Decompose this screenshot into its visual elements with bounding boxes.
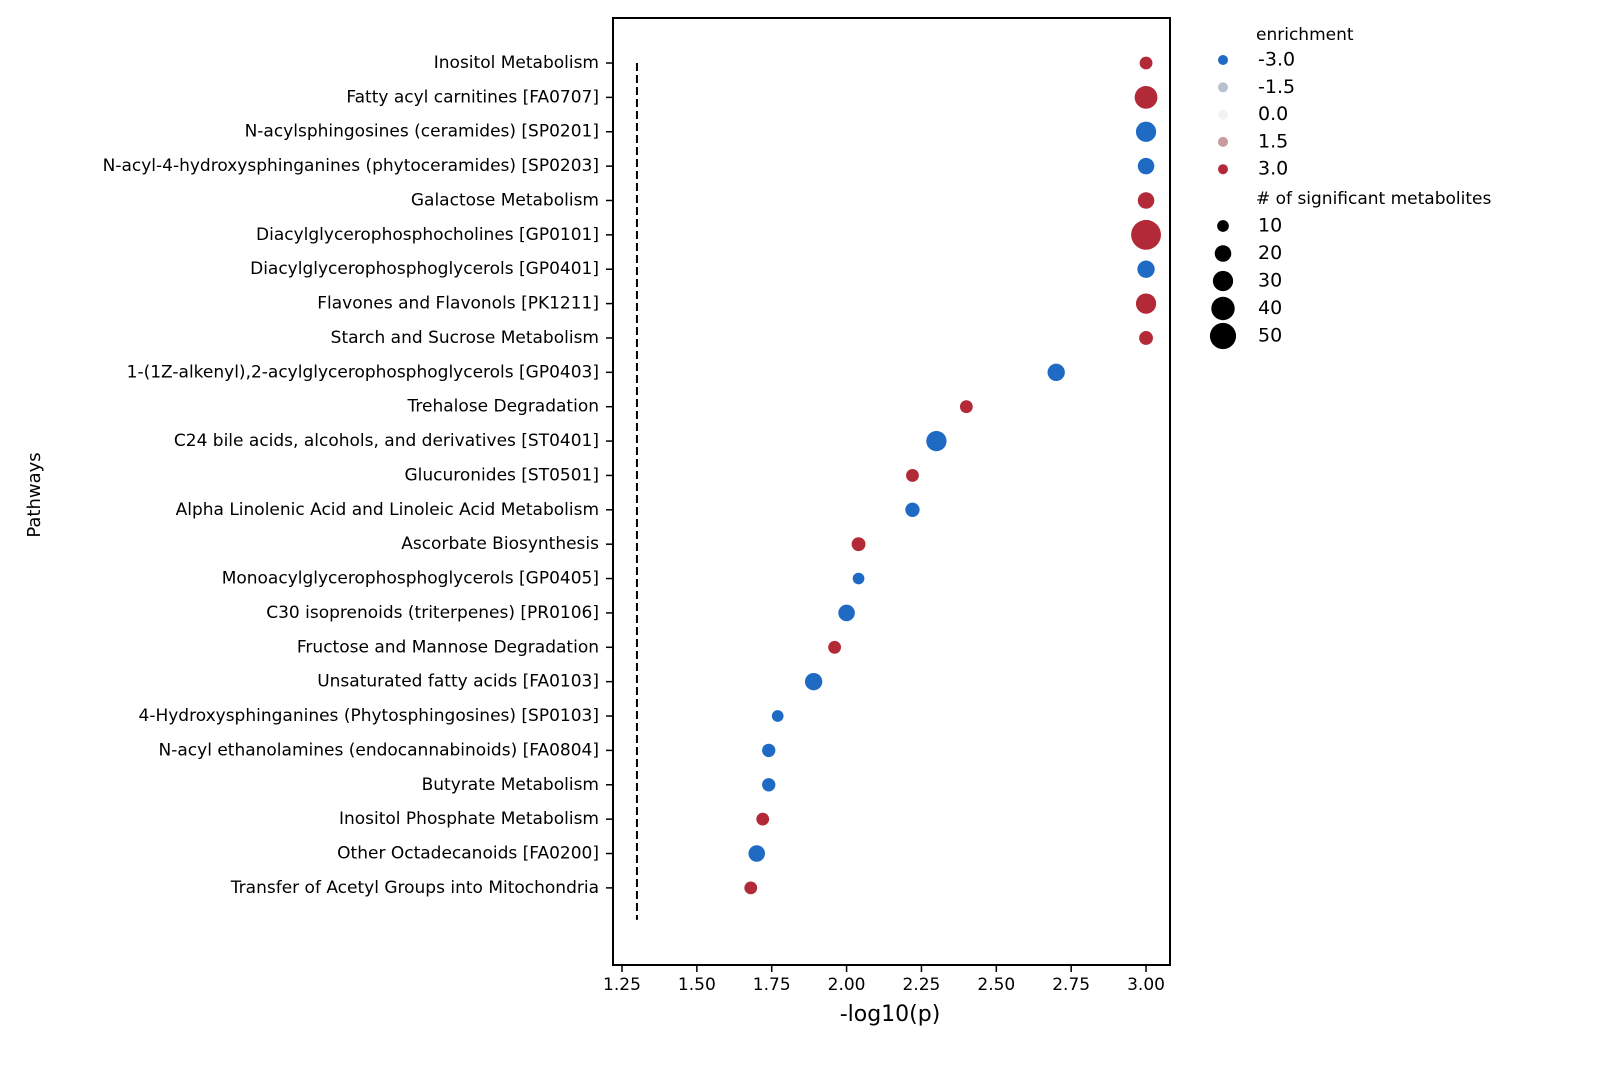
pathway-dot — [1135, 293, 1157, 314]
x-tick-label: 1.75 — [753, 975, 791, 995]
size-legend-swatch — [1212, 270, 1234, 292]
pathway-dot — [851, 537, 866, 552]
pathway-dot — [852, 572, 865, 585]
x-axis-label: -log10(p) — [840, 1002, 941, 1027]
pathway-dot — [905, 502, 920, 517]
pathway-dot — [1137, 260, 1155, 278]
x-tick-label: 1.50 — [678, 975, 716, 995]
pathway-dot — [748, 845, 766, 862]
x-tick-label: 2.75 — [1052, 975, 1090, 995]
y-tick-label: Galactose Metabolism — [411, 190, 599, 210]
y-tick-label: Unsaturated fatty acids [FA0103] — [317, 672, 599, 692]
y-tick-label: Alpha Linolenic Acid and Linoleic Acid M… — [176, 500, 599, 520]
y-tick-label: C30 isoprenoids (triterpenes) [PR0106] — [266, 603, 599, 623]
pathway-dot — [771, 710, 784, 722]
y-tick-label: Trehalose Degradation — [406, 397, 599, 417]
size-legend-label: 50 — [1258, 325, 1282, 347]
y-tick-label: N-acylsphingosines (ceramides) [SP0201] — [245, 122, 599, 142]
y-tick-label: Monoacylglycerophosphoglycerols [GP0405] — [222, 569, 599, 589]
color-legend-swatch — [1218, 136, 1228, 147]
color-legend-swatch — [1218, 164, 1228, 175]
pathway-dot — [756, 812, 770, 826]
pathway-dot — [1047, 363, 1065, 382]
size-legend-label: 10 — [1258, 215, 1282, 237]
size-legend-title: # of significant metabolites — [1256, 189, 1491, 209]
y-tick-label: Other Octadecanoids [FA0200] — [337, 844, 599, 864]
plot-frame — [612, 17, 1171, 966]
color-legend-label: 0.0 — [1258, 103, 1288, 125]
y-tick-label: 4-Hydroxysphinganines (Phytosphingosines… — [139, 706, 600, 726]
y-tick-label: Fatty acyl carnitines [FA0707] — [346, 87, 599, 107]
color-legend-title: enrichment — [1256, 25, 1354, 45]
pathway-dot — [1137, 192, 1155, 209]
x-tick-label: 1.25 — [603, 975, 641, 995]
pathway-dot — [804, 672, 823, 691]
color-legend-label: 3.0 — [1258, 158, 1288, 180]
size-legend-label: 20 — [1258, 242, 1282, 264]
y-tick-label: Diacylglycerophosphoglycerols [GP0401] — [250, 259, 599, 279]
size-legend-label: 40 — [1258, 297, 1282, 319]
pathway-dot — [762, 778, 776, 792]
pathway-dot — [744, 881, 758, 895]
pathway-dot — [1131, 219, 1161, 250]
y-tick-label: N-acyl-4-hydroxysphinganines (phytoceram… — [103, 156, 599, 176]
y-tick-label: 1-(1Z-alkenyl),2-acylglycerophosphoglyce… — [127, 362, 599, 382]
y-tick-label: Inositol Phosphate Metabolism — [339, 809, 599, 829]
color-legend-swatch — [1218, 55, 1228, 65]
pathway-dot — [1134, 85, 1158, 109]
y-tick-label: Glucuronides [ST0501] — [404, 465, 599, 485]
y-tick-label: Flavones and Flavonols [PK1211] — [317, 294, 599, 314]
size-legend-swatch — [1217, 220, 1229, 232]
size-legend-swatch — [1209, 322, 1237, 350]
pathway-dot — [1139, 331, 1153, 345]
x-tick-label: 2.50 — [977, 975, 1015, 995]
pathway-dot — [1139, 56, 1153, 70]
y-tick-label: Fructose and Mannose Degradation — [297, 637, 599, 657]
pathway-dot — [906, 469, 919, 482]
x-tick-label: 2.00 — [828, 975, 866, 995]
size-legend-label: 30 — [1258, 270, 1282, 292]
pathway-dot — [1137, 157, 1155, 175]
color-legend-label: -3.0 — [1258, 49, 1295, 71]
pathway-dot — [762, 743, 776, 758]
x-tick-label: 3.00 — [1127, 975, 1165, 995]
color-legend-label: 1.5 — [1258, 130, 1288, 152]
y-tick-label: Ascorbate Biosynthesis — [401, 534, 599, 554]
y-axis-label: Pathways — [24, 452, 45, 537]
size-legend-swatch — [1214, 245, 1232, 262]
y-tick-label: Starch and Sucrose Metabolism — [331, 328, 599, 348]
pathway-dot — [926, 430, 947, 452]
color-legend-label: -1.5 — [1258, 76, 1295, 98]
color-legend-swatch — [1218, 82, 1228, 93]
pathway-dot — [828, 640, 842, 654]
x-tick-label: 2.25 — [903, 975, 941, 995]
y-tick-label: N-acyl ethanolamines (endocannabinoids) … — [159, 740, 599, 760]
pathway-dot — [838, 604, 855, 622]
y-tick-label: Butyrate Metabolism — [422, 775, 599, 795]
pathway-dot — [959, 400, 973, 414]
color-legend-swatch — [1218, 109, 1228, 120]
size-legend-swatch — [1211, 296, 1235, 321]
y-tick-label: Transfer of Acetyl Groups into Mitochond… — [230, 878, 599, 898]
y-tick-label: Inositol Metabolism — [434, 53, 599, 73]
pathway-dot — [1135, 121, 1157, 142]
y-tick-label: Diacylglycerophosphocholines [GP0101] — [256, 225, 599, 245]
y-tick-label: C24 bile acids, alcohols, and derivative… — [174, 431, 599, 451]
